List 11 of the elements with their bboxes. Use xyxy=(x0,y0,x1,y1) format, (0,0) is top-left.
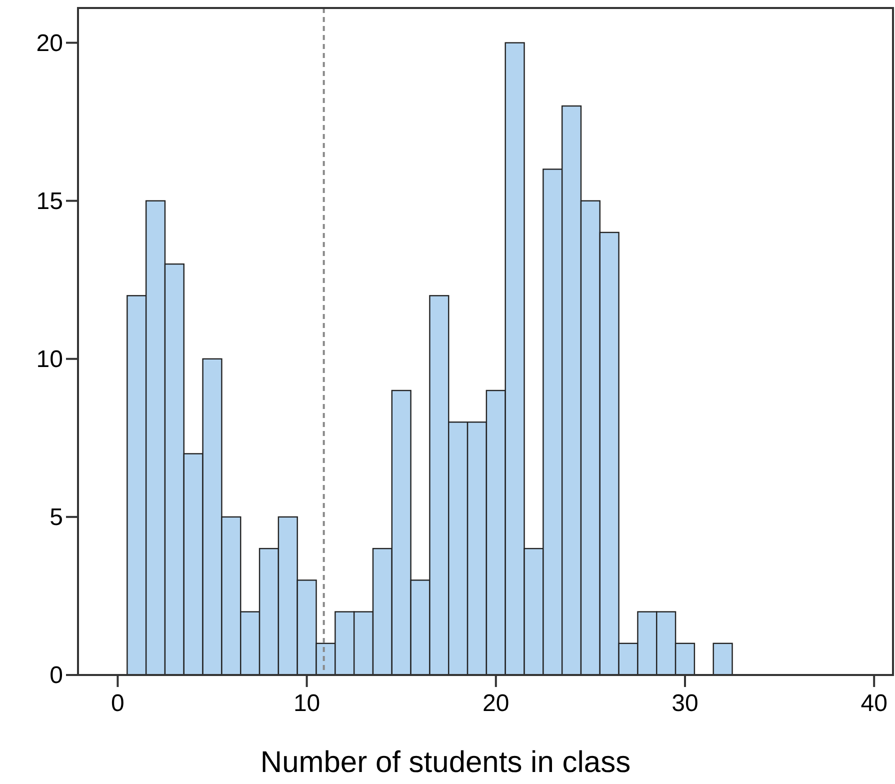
x-tick-label: 0 xyxy=(111,690,124,717)
y-tick-label: 10 xyxy=(36,346,63,373)
y-tick-label: 0 xyxy=(50,662,63,689)
x-axis-title: Number of students in class xyxy=(260,746,631,779)
y-tick-label: 15 xyxy=(36,188,63,215)
x-tick-label: 30 xyxy=(672,690,698,717)
y-tick-label: 5 xyxy=(50,504,63,531)
x-tick-label: 40 xyxy=(860,690,888,717)
y-tick-label: 20 xyxy=(36,30,63,57)
x-tick-label: 20 xyxy=(482,690,510,717)
x-tick-label: 10 xyxy=(293,690,320,717)
